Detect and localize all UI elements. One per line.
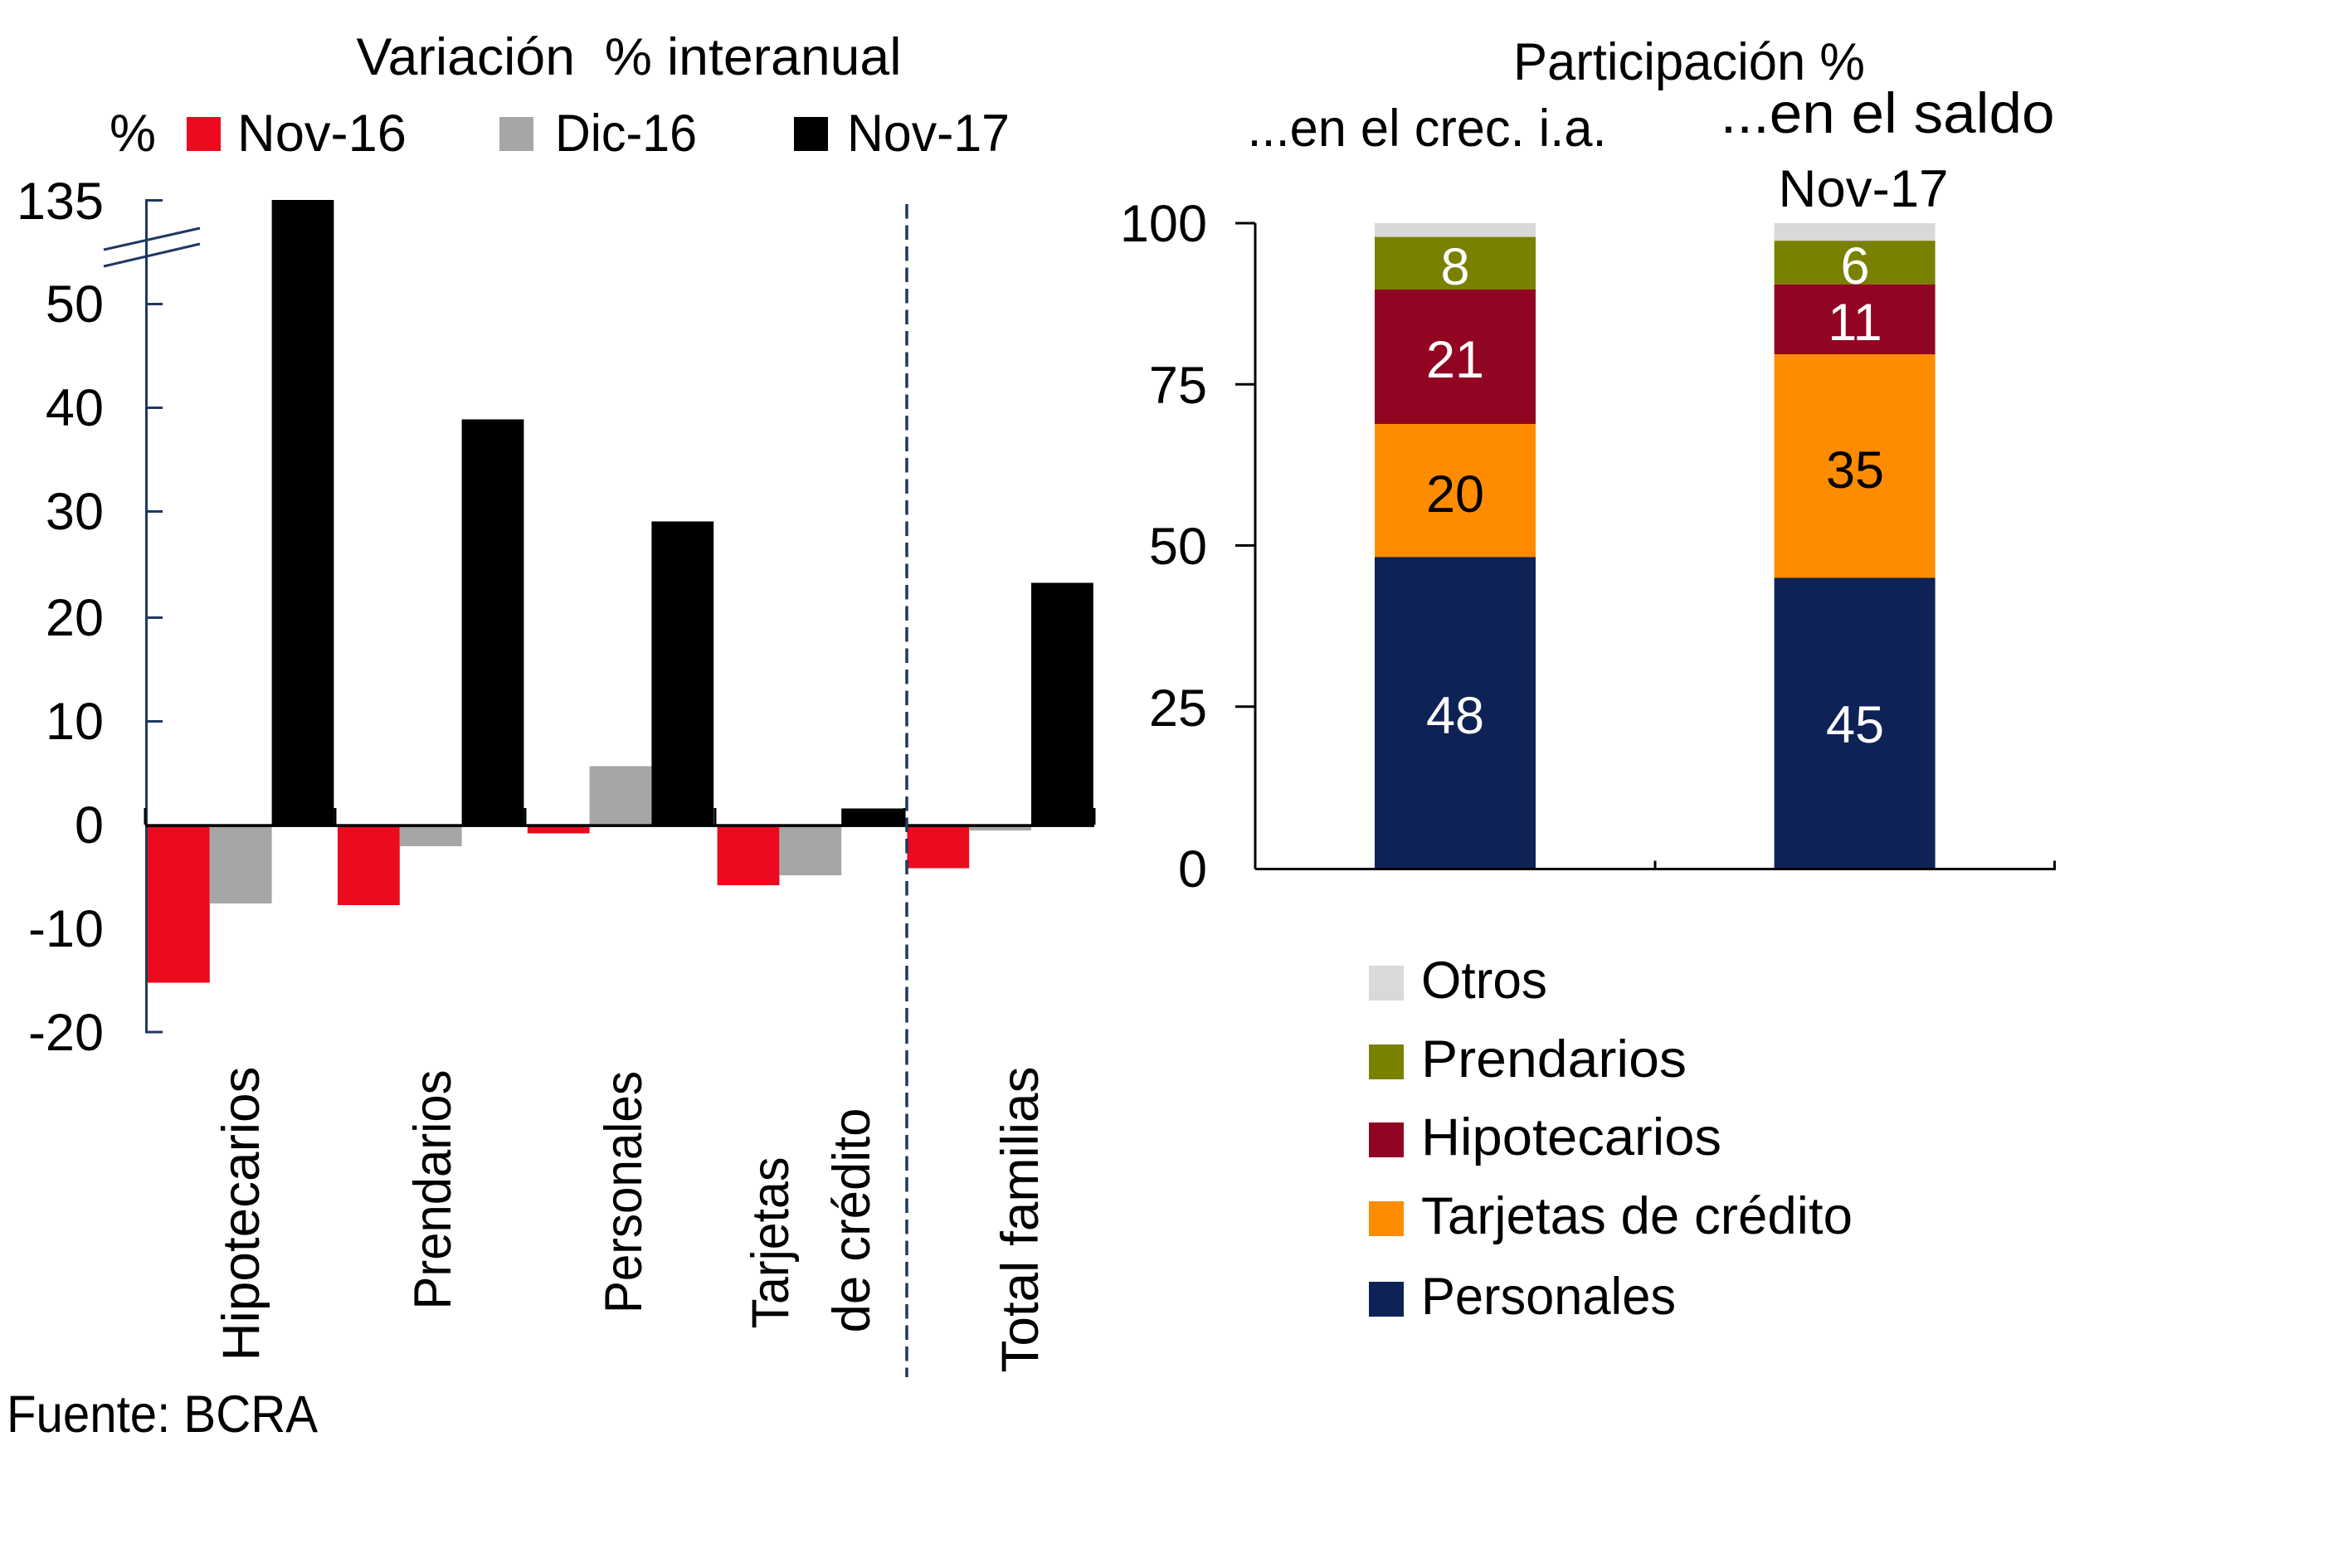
svg-text:Prendarios: Prendarios bbox=[1421, 1030, 1687, 1088]
svg-text:21: 21 bbox=[1426, 331, 1484, 389]
svg-text:-20: -20 bbox=[28, 1004, 104, 1062]
svg-text:Personales: Personales bbox=[1421, 1268, 1676, 1326]
svg-text:Nov-17: Nov-17 bbox=[1779, 160, 1949, 218]
svg-text:de crédito: de crédito bbox=[823, 1108, 881, 1333]
svg-text:Otros: Otros bbox=[1421, 952, 1547, 1010]
svg-text:Nov-16: Nov-16 bbox=[237, 105, 407, 163]
svg-text:35: 35 bbox=[1826, 441, 1884, 499]
svg-text:45: 45 bbox=[1826, 696, 1884, 754]
svg-text:6: 6 bbox=[1840, 237, 1869, 295]
svg-text:0: 0 bbox=[75, 796, 104, 855]
svg-text:10: 10 bbox=[46, 693, 104, 751]
svg-text:135: 135 bbox=[17, 173, 104, 231]
svg-text:20: 20 bbox=[1426, 465, 1484, 523]
svg-text:Total familias: Total familias bbox=[991, 1067, 1049, 1373]
svg-text:%: % bbox=[110, 105, 156, 163]
svg-text:30: 30 bbox=[46, 483, 104, 541]
svg-text:Tarjetas de crédito: Tarjetas de crédito bbox=[1421, 1187, 1853, 1245]
svg-text:Variación % interanual: Variación % interanual bbox=[357, 28, 902, 86]
svg-text:...en el saldo: ...en el saldo bbox=[1721, 81, 2055, 145]
svg-text:50: 50 bbox=[1149, 518, 1207, 576]
svg-text:50: 50 bbox=[46, 275, 104, 334]
svg-text:Hipotecarios: Hipotecarios bbox=[212, 1067, 270, 1361]
svg-text:Nov-17: Nov-17 bbox=[847, 105, 1010, 163]
svg-text:...en el crec. i.a.: ...en el crec. i.a. bbox=[1248, 100, 1607, 158]
svg-text:25: 25 bbox=[1149, 679, 1207, 738]
svg-text:-10: -10 bbox=[28, 900, 104, 958]
svg-text:Dic-16: Dic-16 bbox=[555, 105, 697, 163]
svg-text:48: 48 bbox=[1426, 687, 1484, 745]
svg-text:Participación %: Participación % bbox=[1513, 33, 1865, 91]
svg-text:Prendarios: Prendarios bbox=[404, 1070, 462, 1310]
svg-text:75: 75 bbox=[1149, 357, 1207, 415]
svg-text:Tarjetas: Tarjetas bbox=[742, 1157, 800, 1329]
svg-text:0: 0 bbox=[1178, 840, 1207, 898]
svg-text:Fuente: BCRA: Fuente: BCRA bbox=[7, 1385, 318, 1444]
svg-text:11: 11 bbox=[1828, 294, 1882, 352]
svg-text:100: 100 bbox=[1120, 195, 1207, 253]
svg-text:20: 20 bbox=[46, 589, 104, 647]
svg-text:Personales: Personales bbox=[595, 1071, 653, 1313]
svg-text:Hipotecarios: Hipotecarios bbox=[1421, 1108, 1721, 1166]
svg-text:8: 8 bbox=[1440, 238, 1469, 296]
svg-text:40: 40 bbox=[46, 379, 104, 437]
